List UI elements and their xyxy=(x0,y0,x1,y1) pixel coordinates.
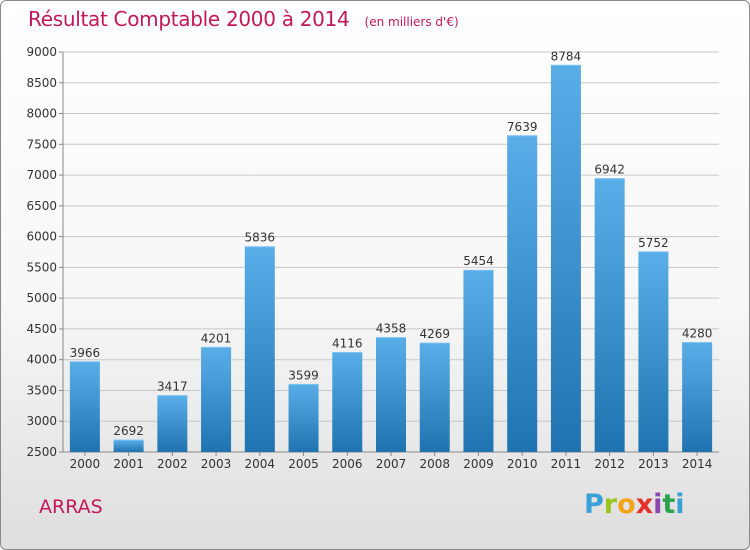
x-tick-label: 2007 xyxy=(376,457,407,471)
y-tick-label: 3000 xyxy=(26,414,57,428)
data-label: 4358 xyxy=(376,322,407,336)
logo-letter: t xyxy=(662,489,676,520)
data-label: 4269 xyxy=(419,327,450,341)
data-label: 2692 xyxy=(113,424,144,438)
data-label: 3966 xyxy=(70,346,101,360)
chart-subtitle: (en milliers d'€) xyxy=(364,15,459,29)
x-tick-label: 2002 xyxy=(157,457,188,471)
data-label: 4201 xyxy=(201,331,232,345)
chart-title: Résultat Comptable 2000 à 2014 xyxy=(28,7,350,31)
data-label: 7639 xyxy=(507,120,538,134)
y-tick-label: 4500 xyxy=(26,322,57,336)
y-tick-label: 3500 xyxy=(26,383,57,397)
data-label: 4280 xyxy=(682,326,713,340)
bar xyxy=(201,347,232,452)
bar xyxy=(69,361,100,452)
data-label: 5836 xyxy=(245,231,276,245)
x-tick-label: 2004 xyxy=(245,457,276,471)
bar xyxy=(550,65,581,453)
logo-letter: o xyxy=(617,489,636,520)
logo-letter: P xyxy=(584,489,604,520)
x-tick-labels: 2000 2001 2002 2003 2004 2005 2006 2007 2008 2009… xyxy=(70,452,713,471)
bar xyxy=(419,343,450,452)
data-labels: 3966 2692 3417 4201 5836 3599 4116 4358 4269 5454… xyxy=(70,49,713,438)
x-tick-label: 2003 xyxy=(201,457,232,471)
bar xyxy=(376,337,406,452)
y-tick-label: 7500 xyxy=(26,137,57,151)
data-label: 3599 xyxy=(288,368,319,382)
x-tick-label: 2011 xyxy=(551,457,582,471)
logo-letter: r xyxy=(603,489,618,520)
y-tick-label: 6500 xyxy=(26,199,57,213)
y-tick-label: 8000 xyxy=(26,107,57,121)
data-label: 8784 xyxy=(551,49,582,63)
data-label: 5454 xyxy=(463,254,494,268)
bar xyxy=(288,384,319,452)
x-tick-label: 2009 xyxy=(463,457,494,471)
logo-letter: i xyxy=(675,489,685,520)
x-tick-label: 2014 xyxy=(682,457,713,471)
proxiti-logo[interactable]: Proxiti xyxy=(584,489,685,520)
data-label: 4116 xyxy=(332,337,363,351)
y-tick-label: 7000 xyxy=(26,168,57,182)
bar xyxy=(682,342,713,452)
y-tick-labels: 2500 3000 3500 4000 4500 5000 5500 6000 6500 7000… xyxy=(26,45,57,459)
data-label: 3417 xyxy=(157,380,188,394)
bars xyxy=(69,64,713,453)
y-tick-label: 6000 xyxy=(26,230,57,244)
x-tick-label: 2005 xyxy=(288,457,319,471)
x-tick-label: 2000 xyxy=(70,457,101,471)
bar xyxy=(594,178,625,452)
y-tick-label: 4000 xyxy=(26,353,57,367)
y-tick-label: 2500 xyxy=(26,445,57,459)
bar xyxy=(507,135,538,452)
bar xyxy=(463,270,494,452)
bar xyxy=(332,352,363,452)
y-tick-label: 5000 xyxy=(26,291,57,305)
logo-letter: x xyxy=(635,489,654,520)
bar xyxy=(157,395,188,452)
bar xyxy=(113,440,144,452)
x-tick-label: 2013 xyxy=(638,457,669,471)
x-tick-label: 2010 xyxy=(507,457,538,471)
y-tick-label: 9000 xyxy=(26,45,57,59)
bar xyxy=(638,251,669,452)
commune-name: ARRAS xyxy=(39,496,103,518)
x-tick-label: 2006 xyxy=(332,457,363,471)
bar xyxy=(244,246,275,452)
x-tick-label: 2012 xyxy=(594,457,625,471)
title-row: Résultat Comptable 2000 à 2014 (en milli… xyxy=(28,7,459,31)
x-tick-label: 2008 xyxy=(419,457,450,471)
data-label: 6942 xyxy=(594,163,625,177)
logo-letter: i xyxy=(653,489,663,520)
y-tick-label: 5500 xyxy=(26,260,57,274)
data-label: 5752 xyxy=(638,236,669,250)
y-tick-label: 8500 xyxy=(26,76,57,90)
x-tick-label: 2001 xyxy=(113,457,144,471)
